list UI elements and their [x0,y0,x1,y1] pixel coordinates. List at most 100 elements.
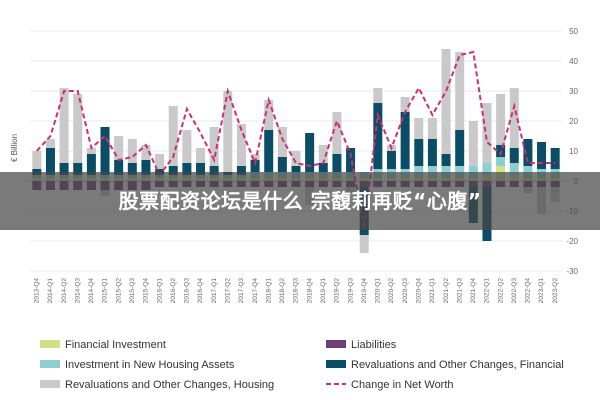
x-tick-label: 2020-Q4 [416,278,423,304]
x-tick-label: 2019-Q4 [361,278,368,304]
x-tick-label: 2016-Q1 [156,278,163,304]
x-tick-label: 2017-Q3 [238,278,245,304]
x-tick-label: 2017-Q2 [225,278,232,304]
x-tick-label: 2022-Q4 [525,278,532,304]
bar-segment [168,166,178,175]
x-tick-label: 2019-Q2 [334,278,341,304]
bar-segment [73,94,83,163]
bar-segment [537,142,547,169]
bar-segment [496,94,506,145]
bar-segment [305,133,315,172]
x-tick-label: 2013-Q4 [34,278,41,304]
x-tick-label: 2021-Q2 [443,278,450,304]
legend-label: Change in Net Worth [351,379,454,391]
x-tick-label: 2015-Q4 [143,278,150,304]
bar-segment [168,106,178,166]
y-axis-label: € Billion [10,134,19,162]
x-tick-label: 2022-Q1 [484,278,491,304]
x-tick-label: 2018-Q4 [306,278,313,304]
bar-segment [209,166,219,175]
bar-segment [155,154,165,169]
bar-segment [400,112,410,169]
bar-segment [114,136,124,160]
bar-segment [359,235,369,253]
bar-segment [509,163,519,175]
y-tick-label: -20 [566,237,578,246]
x-tick-label: 2017-Q1 [211,278,218,304]
x-tick-label: 2014-Q1 [47,278,54,304]
bar-segment [127,139,137,163]
bar-segment [346,148,356,172]
x-tick-label: 2019-Q3 [347,278,354,304]
legend-swatch [40,380,60,388]
bar-segment [482,163,492,175]
bar-segment [86,154,96,175]
bar-segment [550,148,560,169]
y-tick-label: 40 [569,57,578,66]
bar-segment [182,163,192,175]
bar-segment [496,157,506,166]
bar-segment [509,88,519,148]
bar-segment [32,151,42,169]
bar-segment [250,160,260,172]
bar-segment [73,163,83,175]
x-tick-label: 2015-Q2 [115,278,122,304]
x-tick-label: 2015-Q1 [102,278,109,304]
bar-segment [373,103,383,169]
x-tick-label: 2023-Q1 [538,278,545,304]
bar-segment [141,160,151,175]
x-tick-label: 2022-Q2 [497,278,504,304]
bar-segment [455,130,465,166]
bar-segment [318,163,328,172]
bar-segment [223,91,233,172]
x-tick-label: 2017-Q4 [252,278,259,304]
bar-segment [250,154,260,160]
bar-segment [277,127,287,157]
x-tick-label: 2015-Q3 [129,278,136,304]
bar-segment [59,163,69,175]
x-tick-label: 2020-Q2 [388,278,395,304]
bar-segment [45,148,55,175]
x-tick-label: 2016-Q2 [170,278,177,304]
y-tick-label: -30 [566,267,578,276]
x-tick-label: 2018-Q3 [293,278,300,304]
x-tick-label: 2014-Q3 [74,278,81,304]
bar-segment [100,127,110,175]
legend-label: Financial Investment [65,339,166,351]
bar-segment [523,139,533,166]
bar-segment [114,160,124,175]
bar-segment [441,154,451,166]
bar-segment [264,100,274,130]
bar-segment [414,118,424,139]
bar-segment [373,88,383,103]
bar-segment [264,130,274,172]
bar-segment [182,130,192,163]
bar-segment [236,166,246,175]
bar-segment [141,145,151,160]
bar-segment [468,121,478,166]
x-tick-label: 2016-Q3 [184,278,191,304]
x-tick-label: 2016-Q4 [197,278,204,304]
bar-segment [332,112,342,154]
bar-segment [59,88,69,163]
y-tick-label: 20 [569,117,578,126]
y-tick-label: 50 [569,27,578,36]
legend-label: Liabilities [351,339,397,351]
x-tick-label: 2014-Q2 [61,278,68,304]
bar-segment [291,166,301,172]
y-axis-ticks: -30-20-1001020304050 [566,27,578,276]
banner-title: 股票配资论坛是什么 宗馥莉再贬“心腹” [118,189,482,213]
x-tick-label: 2023-Q2 [552,278,559,304]
x-tick-label: 2021-Q3 [456,278,463,304]
bar-segment [441,49,451,154]
x-tick-label: 2021-Q1 [429,278,436,304]
legend-swatch [326,340,346,348]
legend: Financial Investment Liabilities Investmen… [40,339,564,391]
legend-swatch [40,360,60,368]
bar-segment [236,124,246,166]
legend-swatch [40,340,60,348]
bar-segment [127,163,137,175]
x-tick-label: 2020-Q1 [375,278,382,304]
bar-segment [209,127,219,166]
bar-segment [196,163,206,175]
